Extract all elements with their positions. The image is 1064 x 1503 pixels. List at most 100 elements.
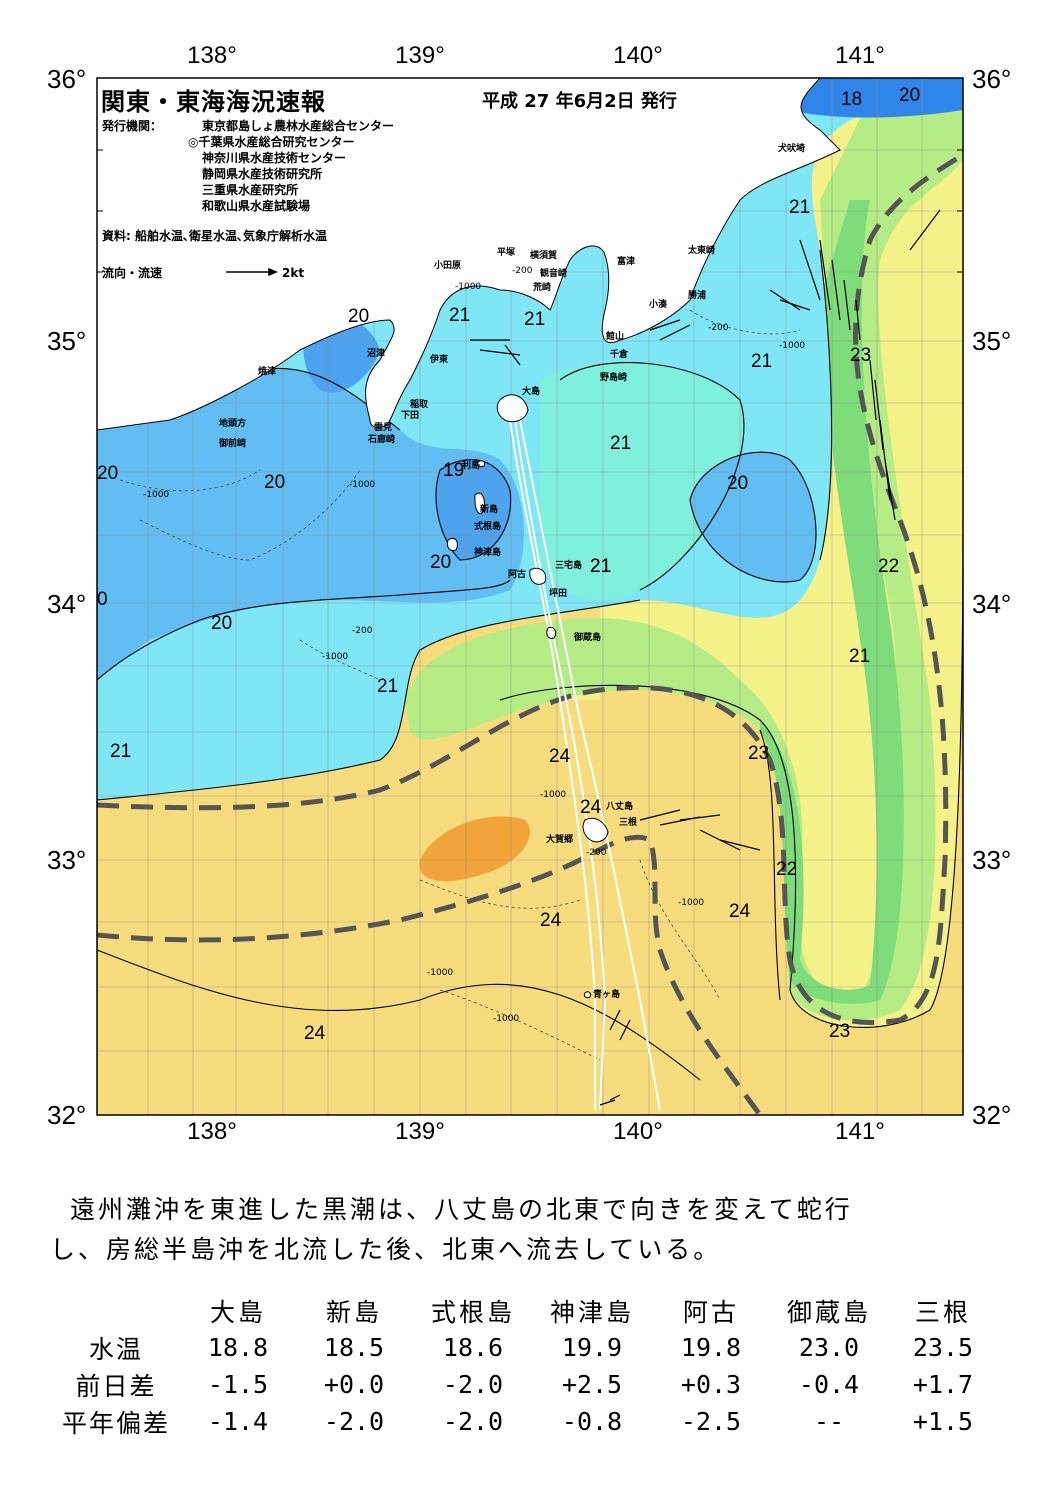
table-cell: -2.0 <box>323 1407 385 1436</box>
column-header: 阿古 <box>682 1297 739 1327</box>
lon-label-bottom: 139° <box>395 1118 445 1145</box>
column-header: 式根島 <box>430 1297 515 1327</box>
lat-label-right: 36° <box>972 64 1012 94</box>
table-cell: +2.5 <box>561 1370 623 1399</box>
table-cell: +0.0 <box>323 1370 385 1399</box>
isotherm-label: 21 <box>849 646 871 667</box>
oshima-island <box>496 394 529 423</box>
lon-label-top: 138° <box>187 42 237 69</box>
issuer-item: 静岡県水産技術研究所 <box>202 167 323 181</box>
isotherm-label: 21 <box>590 556 612 577</box>
depth-label: -1000 <box>540 790 567 800</box>
depth-label: -1000 <box>427 968 454 978</box>
place-label: 大島 <box>522 387 541 397</box>
isotherm-label: 21 <box>590 556 612 577</box>
issuer-item: 神奈川県水産技術センター <box>202 151 347 165</box>
hachijojima-island <box>582 817 609 843</box>
current-vectors <box>470 209 941 1106</box>
table-header-row: 大島 新島 式根島 神津島 阿古 御蔵島 三根 <box>50 1292 998 1329</box>
ship-track <box>509 419 661 1111</box>
place-label: 坪田 <box>549 589 568 599</box>
isotherm-label: 21 <box>751 351 773 372</box>
issuer-item: 和歌山県水産試験場 <box>202 199 311 213</box>
place-label: 荒崎 <box>533 283 552 293</box>
isotherm-label: 21 <box>524 309 546 330</box>
place-label: 小湊 <box>649 300 668 310</box>
zone-20 <box>97 368 524 680</box>
table-cell: -1.4 <box>207 1407 269 1436</box>
lat-label-left: 35° <box>47 326 87 356</box>
place-label: 犬吠埼 <box>778 144 806 154</box>
isotherm-label: 21 <box>377 676 399 697</box>
depth-label: -200 <box>352 626 373 636</box>
toshima-island <box>477 460 485 468</box>
kozushima-island <box>447 537 458 551</box>
lon-label-top: 139° <box>395 42 445 69</box>
isotherm-label: 22 <box>776 859 798 880</box>
isotherm-label: 18 <box>841 89 863 110</box>
lon-label-bottom: 140° <box>613 1118 663 1145</box>
isotherm-label: 22 <box>878 556 900 577</box>
lat-label-right: 33° <box>972 845 1012 875</box>
isotherm-label: 20 <box>899 85 921 106</box>
place-label: 館山 <box>606 332 625 342</box>
aogashima-island <box>583 991 591 999</box>
honshu-landmass <box>97 78 841 431</box>
table-corner <box>50 1292 182 1329</box>
issuer-item: ◎千葉県水産総合研究センター <box>188 135 355 149</box>
place-label: 式根島 <box>474 522 502 532</box>
table-cell: 18.8 <box>207 1333 269 1362</box>
table-cell: -2.0 <box>442 1370 504 1399</box>
lon-label-bottom: 138° <box>187 1118 237 1145</box>
table-cell: -1.5 <box>207 1370 269 1399</box>
place-label: 利島 <box>462 461 481 471</box>
table-row: 平年偏差 -1.4 -2.0 -2.0 -0.8 -2.5 -- +1.5 <box>50 1403 998 1440</box>
isotherm-label: 24 <box>549 746 571 767</box>
place-label: 稲取 <box>410 400 429 410</box>
table-cell: -2.0 <box>442 1407 504 1436</box>
issuers-label: 発行機関： <box>102 119 163 133</box>
table-cell: +1.5 <box>912 1407 974 1436</box>
lat-label-left: 34° <box>47 589 87 619</box>
table-cell: 18.6 <box>442 1333 504 1362</box>
table-cell: +0.3 <box>680 1370 742 1399</box>
isotherm-label: 0 <box>97 589 108 610</box>
miyakejima-island <box>529 567 547 585</box>
axis-ticks <box>97 149 963 273</box>
lat-label-left: 36° <box>47 64 87 94</box>
zone-22 <box>405 78 963 1021</box>
depth-label: -1000 <box>493 1014 520 1024</box>
place-label: 観音崎 <box>540 269 568 279</box>
place-label: 大賀郷 <box>546 835 574 845</box>
flow-legend-arrow <box>226 267 278 277</box>
place-label: 焼津 <box>258 367 277 377</box>
table-cell: 23.0 <box>798 1333 860 1362</box>
issuer-item: 東京都島しょ農林水産総合センター <box>202 119 395 133</box>
isotherm-label: 20 <box>727 473 749 494</box>
table-row: 水温 18.8 18.5 18.6 19.9 19.8 23.0 23.5 <box>50 1329 998 1366</box>
isotherm-label: 24 <box>729 901 751 922</box>
place-label: 沼津 <box>367 349 386 359</box>
lat-label-right: 32° <box>972 1100 1012 1130</box>
lat-label-right: 34° <box>972 589 1012 619</box>
isotherm-label: 23 <box>829 1021 851 1042</box>
table-cell: 18.5 <box>323 1333 385 1362</box>
isotherm-label: 20 <box>211 613 233 634</box>
lon-label-top: 141° <box>835 42 885 69</box>
isotherm-label: 20 <box>97 463 119 484</box>
table-cell: -2.5 <box>680 1407 742 1436</box>
lon-label-top: 140° <box>613 42 663 69</box>
place-label: 横須賀 <box>530 251 558 261</box>
place-label: 八丈島 <box>606 802 634 812</box>
issuer-item: 三重県水産研究所 <box>202 183 299 197</box>
depth-label: -1000 <box>455 282 482 292</box>
depth-contours <box>119 309 801 1061</box>
place-label: 太東崎 <box>688 246 716 256</box>
isotherm-label: 20 <box>430 552 452 573</box>
mikurajima-island <box>546 626 557 639</box>
table-cell: -0.8 <box>561 1407 623 1436</box>
depth-label: -1000 <box>779 341 806 351</box>
zone-21b <box>540 362 744 600</box>
issue-date: 平成 27 年6月2日 発行 <box>482 91 677 112</box>
description: 遠州灘沖を東進した黒潮は、八丈島の北東で向きを変えて蛇行 し、房総半島沖を北流し… <box>50 1190 853 1270</box>
